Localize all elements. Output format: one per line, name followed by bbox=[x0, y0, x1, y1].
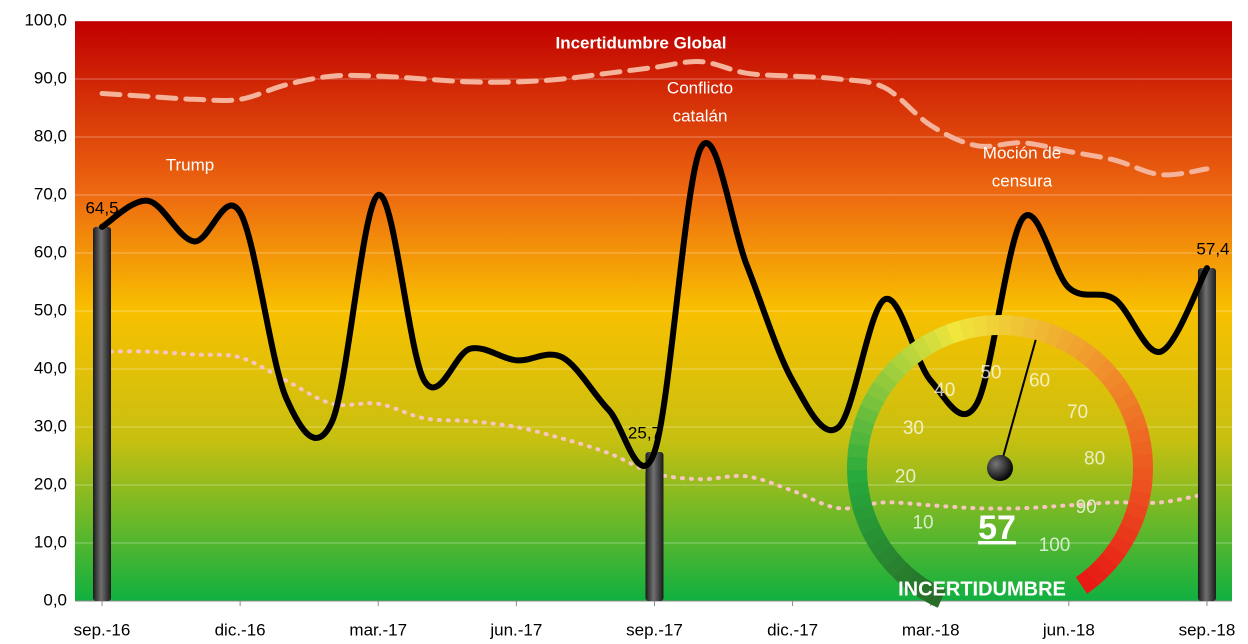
gauge-arc bbox=[861, 420, 865, 433]
gauge-arc bbox=[857, 444, 859, 457]
gauge-arc bbox=[1129, 407, 1134, 419]
gauge-arc bbox=[865, 409, 870, 421]
gauge-arc bbox=[1082, 578, 1092, 586]
x-tick-label: dic.-16 bbox=[215, 620, 266, 639]
gauge-arc bbox=[927, 339, 939, 345]
gauge-arc bbox=[1109, 550, 1117, 560]
chart-title: Incertidumbre Global bbox=[556, 33, 727, 52]
gauge-arc bbox=[1117, 539, 1124, 550]
y-tick-label: 60,0 bbox=[34, 242, 67, 261]
gauge-arc bbox=[892, 561, 901, 571]
gauge-arc bbox=[1036, 330, 1049, 334]
gauge-tick-label: 10 bbox=[912, 513, 933, 534]
gauge-arc bbox=[877, 541, 884, 552]
x-tick-label: dic.-17 bbox=[767, 620, 818, 639]
bar bbox=[645, 452, 663, 601]
gauge-tick-label: 60 bbox=[1029, 371, 1050, 392]
gauge-arc bbox=[875, 387, 882, 398]
gauge-arc bbox=[1141, 480, 1143, 493]
gauge-arc bbox=[889, 368, 898, 378]
gauge-value: 57 bbox=[978, 509, 1016, 547]
gauge-arc bbox=[986, 325, 999, 326]
x-tick-label: sep.-16 bbox=[74, 620, 131, 639]
gauge-arc bbox=[1101, 560, 1110, 570]
y-tick-label: 20,0 bbox=[34, 474, 67, 493]
gauge-arc bbox=[866, 518, 871, 530]
gauge-arc bbox=[884, 551, 892, 561]
gauge-tick-label: 50 bbox=[980, 362, 1001, 383]
gauge-tick-label: 30 bbox=[903, 418, 924, 439]
x-tick-label: sep.-18 bbox=[1179, 620, 1236, 639]
annotation: censura bbox=[992, 171, 1053, 190]
gauge-arc bbox=[1011, 325, 1024, 327]
gauge-tick-label: 100 bbox=[1039, 535, 1071, 556]
gauge-arc bbox=[871, 530, 877, 542]
gauge-arc bbox=[938, 334, 950, 339]
gauge-arc bbox=[1129, 517, 1134, 529]
gauge-arc bbox=[1138, 430, 1141, 443]
gauge-arc bbox=[870, 397, 876, 409]
gauge-arc bbox=[859, 494, 862, 507]
y-tick-label: 0,0 bbox=[43, 590, 67, 609]
gauge-arc bbox=[1091, 569, 1101, 578]
gauge-arc bbox=[882, 377, 890, 388]
gauge-arc bbox=[1109, 375, 1117, 385]
annotation: Moción de bbox=[983, 143, 1061, 162]
gauge-arc bbox=[1142, 468, 1143, 481]
gauge-arc bbox=[1134, 505, 1138, 518]
annotation: Trump bbox=[166, 155, 215, 174]
gauge-arc bbox=[1117, 385, 1124, 396]
chart: Incertidumbre Global 0,0 10,0 20,0 30,0 40,0… bbox=[0, 0, 1248, 644]
gauge-arc bbox=[1101, 366, 1110, 376]
x-tick-label: jun.-18 bbox=[1042, 620, 1095, 639]
gauge-arc bbox=[1141, 443, 1143, 456]
gauge-arc bbox=[1142, 455, 1143, 468]
gauge-arc bbox=[858, 482, 860, 495]
x-tick-label: mar.-17 bbox=[349, 620, 407, 639]
y-tick-label: 10,0 bbox=[34, 532, 67, 551]
annotation: catalán bbox=[673, 106, 728, 125]
gauge-arc bbox=[1060, 338, 1072, 344]
y-tick-label: 30,0 bbox=[34, 416, 67, 435]
x-tick-label: jun.-17 bbox=[489, 620, 542, 639]
gauge-arc bbox=[1048, 333, 1060, 338]
bar bbox=[93, 227, 111, 601]
gauge-arc bbox=[974, 326, 987, 328]
y-tick-label: 50,0 bbox=[34, 300, 67, 319]
gauge-arc bbox=[962, 327, 975, 330]
gauge-arc bbox=[1091, 358, 1101, 367]
gauge-knob bbox=[987, 455, 1013, 481]
gauge-tick-label: 70 bbox=[1067, 402, 1088, 423]
bar bbox=[1198, 268, 1216, 601]
gauge-arc bbox=[859, 432, 862, 445]
gauge-label: INCERTIDUMBRE bbox=[898, 578, 1066, 600]
data-label: 57,4 bbox=[1196, 240, 1229, 259]
gauge-arc bbox=[1024, 327, 1037, 330]
gauge-tick-label: 80 bbox=[1084, 448, 1105, 469]
y-tick-label: 40,0 bbox=[34, 358, 67, 377]
gauge-arc bbox=[898, 359, 908, 368]
gauge-tick-label: 20 bbox=[895, 467, 916, 488]
gauge-arc bbox=[1081, 350, 1091, 358]
gauge-arc bbox=[1138, 492, 1141, 505]
gauge-arc bbox=[862, 506, 866, 518]
gauge-arc bbox=[917, 345, 928, 352]
x-tick-label: sep.-17 bbox=[626, 620, 683, 639]
gauge-arc bbox=[1124, 528, 1130, 540]
gauge-arc bbox=[950, 330, 963, 334]
gauge-arc bbox=[1134, 419, 1138, 432]
y-tick-label: 90,0 bbox=[34, 68, 67, 87]
gauge-arc bbox=[1071, 344, 1082, 351]
gauge-arc bbox=[1123, 396, 1129, 408]
x-tick-label: mar.-18 bbox=[902, 620, 960, 639]
gauge-arc bbox=[857, 469, 858, 482]
gauge-tick-label: 90 bbox=[1076, 497, 1097, 518]
y-tick-label: 80,0 bbox=[34, 126, 67, 145]
gauge-arc bbox=[907, 351, 917, 359]
gauge-tick-label: 40 bbox=[934, 380, 955, 401]
y-tick-label: 70,0 bbox=[34, 184, 67, 203]
annotation: Conflicto bbox=[667, 78, 733, 97]
y-tick-label: 100,0 bbox=[24, 10, 67, 29]
